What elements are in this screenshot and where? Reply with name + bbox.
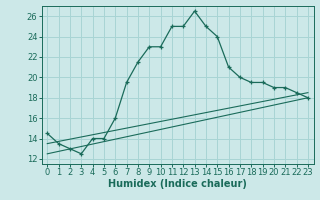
X-axis label: Humidex (Indice chaleur): Humidex (Indice chaleur) (108, 179, 247, 189)
